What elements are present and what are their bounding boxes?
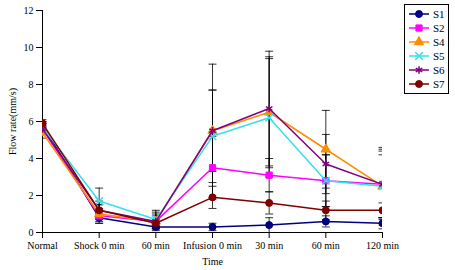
svg-text:2: 2 <box>29 190 34 201</box>
svg-text:6: 6 <box>29 116 34 127</box>
html-text:S1: S1 <box>433 8 445 20</box>
svg-text:Shock 0 min: Shock 0 min <box>74 240 125 251</box>
html-text:S7: S7 <box>433 78 445 90</box>
svg-text:Normal: Normal <box>27 240 58 251</box>
svg-text:0: 0 <box>29 227 34 238</box>
svg-text:12: 12 <box>24 5 34 16</box>
svg-text:4: 4 <box>29 153 34 164</box>
svg-text:Flow rate(mm/s): Flow rate(mm/s) <box>7 88 19 155</box>
svg-text:Infusion 0 min: Infusion 0 min <box>183 240 242 251</box>
html-text:S5: S5 <box>433 50 445 62</box>
svg-text:120 min: 120 min <box>366 240 399 251</box>
svg-text:Time: Time <box>202 256 223 267</box>
svg-text:30 min: 30 min <box>255 240 283 251</box>
svg-text:10: 10 <box>24 42 34 53</box>
html-text:S4: S4 <box>433 36 445 48</box>
html-text:S2: S2 <box>433 22 445 34</box>
svg-text:60 min: 60 min <box>312 240 340 251</box>
svg-text:60 min: 60 min <box>142 240 170 251</box>
svg-text:8: 8 <box>29 79 34 90</box>
html-text:S6: S6 <box>433 64 445 76</box>
